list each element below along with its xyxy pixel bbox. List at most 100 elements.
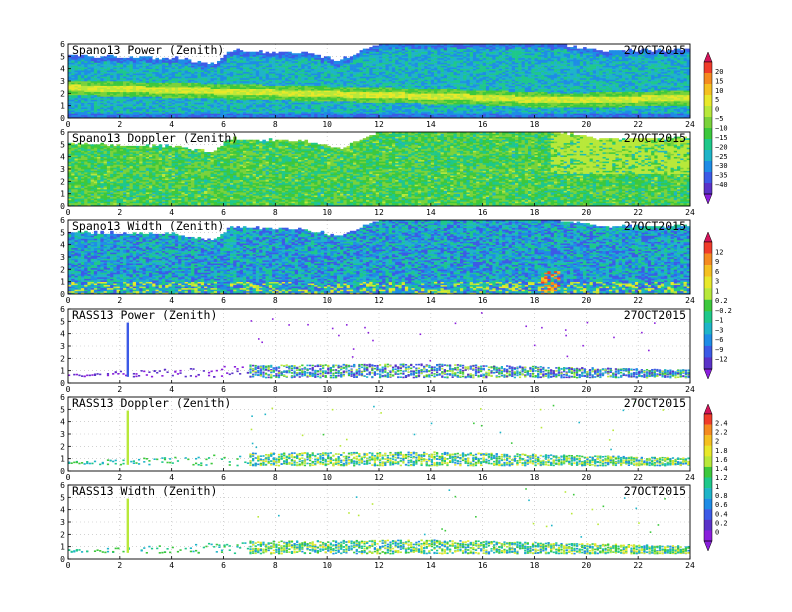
heatmap-cell <box>236 104 240 106</box>
heatmap-cell <box>223 56 228 59</box>
heatmap-cell <box>165 105 169 108</box>
heatmap-cell <box>226 62 231 65</box>
heatmap-cell <box>113 59 117 62</box>
heatmap-cell <box>110 74 114 77</box>
heatmap-cell <box>100 107 104 110</box>
heatmap-cell <box>174 91 179 94</box>
heatmap-cell <box>90 114 95 117</box>
heatmap-cell <box>213 79 218 82</box>
heatmap-cell <box>223 81 228 83</box>
heatmap-cell <box>220 82 224 85</box>
heatmap-cell <box>90 62 95 65</box>
heatmap-cell <box>239 107 244 110</box>
heatmap-cell <box>123 81 127 83</box>
heatmap-cell <box>113 104 117 106</box>
heatmap-cell <box>123 97 127 100</box>
heatmap-cell <box>148 73 153 76</box>
heatmap-cell <box>148 71 153 74</box>
heatmap-cell <box>181 77 185 80</box>
heatmap-cell <box>155 76 160 79</box>
heatmap-cell <box>74 68 79 71</box>
heatmap-cell <box>168 97 172 100</box>
heatmap-cell <box>71 56 75 59</box>
heatmap-cell <box>123 73 127 76</box>
heatmap-cell <box>123 90 127 93</box>
heatmap-cell <box>142 114 147 117</box>
heatmap-cell <box>158 85 163 88</box>
heatmap-cell <box>194 74 198 77</box>
heatmap-cell <box>210 67 215 69</box>
heatmap-cell <box>213 70 218 73</box>
heatmap-cell <box>165 104 169 106</box>
heatmap-cell <box>103 73 108 76</box>
heatmap-cell <box>155 84 160 86</box>
heatmap-cell <box>181 60 185 63</box>
heatmap-cell <box>181 108 185 111</box>
heatmap-cell <box>152 94 156 97</box>
heatmap-cell <box>126 68 130 71</box>
heatmap-cell <box>181 85 185 88</box>
heatmap-cell <box>68 65 72 68</box>
heatmap-cell <box>158 84 163 86</box>
heatmap-cell <box>106 93 111 96</box>
heatmap-cell <box>171 65 176 68</box>
heatmap-cell <box>161 111 166 114</box>
heatmap-cell <box>161 101 166 103</box>
heatmap-cell <box>148 56 153 59</box>
heatmap-cell <box>242 60 247 63</box>
heatmap-cell <box>181 82 185 85</box>
heatmap-cell <box>187 82 192 85</box>
heatmap-cell <box>191 79 195 82</box>
heatmap-cell <box>187 101 192 103</box>
heatmap-cell <box>103 70 108 73</box>
heatmap-cell <box>226 99 231 102</box>
heatmap-cell <box>113 102 117 105</box>
heatmap-cell <box>106 54 111 57</box>
heatmap-cell <box>213 65 218 68</box>
heatmap-cell <box>106 94 111 97</box>
heatmap-cell <box>119 91 124 94</box>
heatmap-cell <box>123 77 127 80</box>
heatmap-cell <box>97 96 101 99</box>
heatmap-cell <box>93 97 98 100</box>
heatmap-cell <box>97 57 101 60</box>
heatmap-cell <box>210 99 215 102</box>
heatmap-cell <box>194 77 198 80</box>
heatmap-cell <box>90 97 95 100</box>
heatmap-cell <box>207 116 211 119</box>
heatmap-cell <box>223 70 228 73</box>
heatmap-cell <box>239 53 244 56</box>
heatmap-cell <box>74 67 79 69</box>
heatmap-cell <box>84 94 88 97</box>
heatmap-cell <box>106 90 111 93</box>
heatmap-cell <box>97 59 101 62</box>
heatmap-cell <box>110 64 114 66</box>
heatmap-cell <box>168 116 172 119</box>
heatmap-cell <box>217 67 221 69</box>
heatmap-cell <box>184 116 189 119</box>
heatmap-cell <box>87 56 91 59</box>
heatmap-cell <box>126 88 130 91</box>
heatmap-cell <box>171 114 176 117</box>
heatmap-cell <box>200 111 205 114</box>
heatmap-cell <box>242 96 247 99</box>
heatmap-cell <box>233 56 237 59</box>
heatmap-cell <box>246 114 250 117</box>
heatmap-cell <box>116 105 121 108</box>
heatmap-cell <box>123 111 127 114</box>
heatmap-cell <box>100 87 104 90</box>
heatmap-cell <box>100 60 104 63</box>
heatmap-cell <box>106 76 111 79</box>
heatmap-cell <box>80 113 85 116</box>
heatmap-cell <box>123 60 127 63</box>
heatmap-cell <box>226 91 231 94</box>
heatmap-cell <box>174 70 179 73</box>
heatmap-cell <box>220 81 224 83</box>
heatmap-cell <box>171 94 176 97</box>
heatmap-cell <box>207 70 211 73</box>
heatmap-cell <box>129 87 134 90</box>
heatmap-cell <box>200 79 205 82</box>
heatmap-cell <box>119 96 124 99</box>
heatmap-cell <box>217 74 221 77</box>
